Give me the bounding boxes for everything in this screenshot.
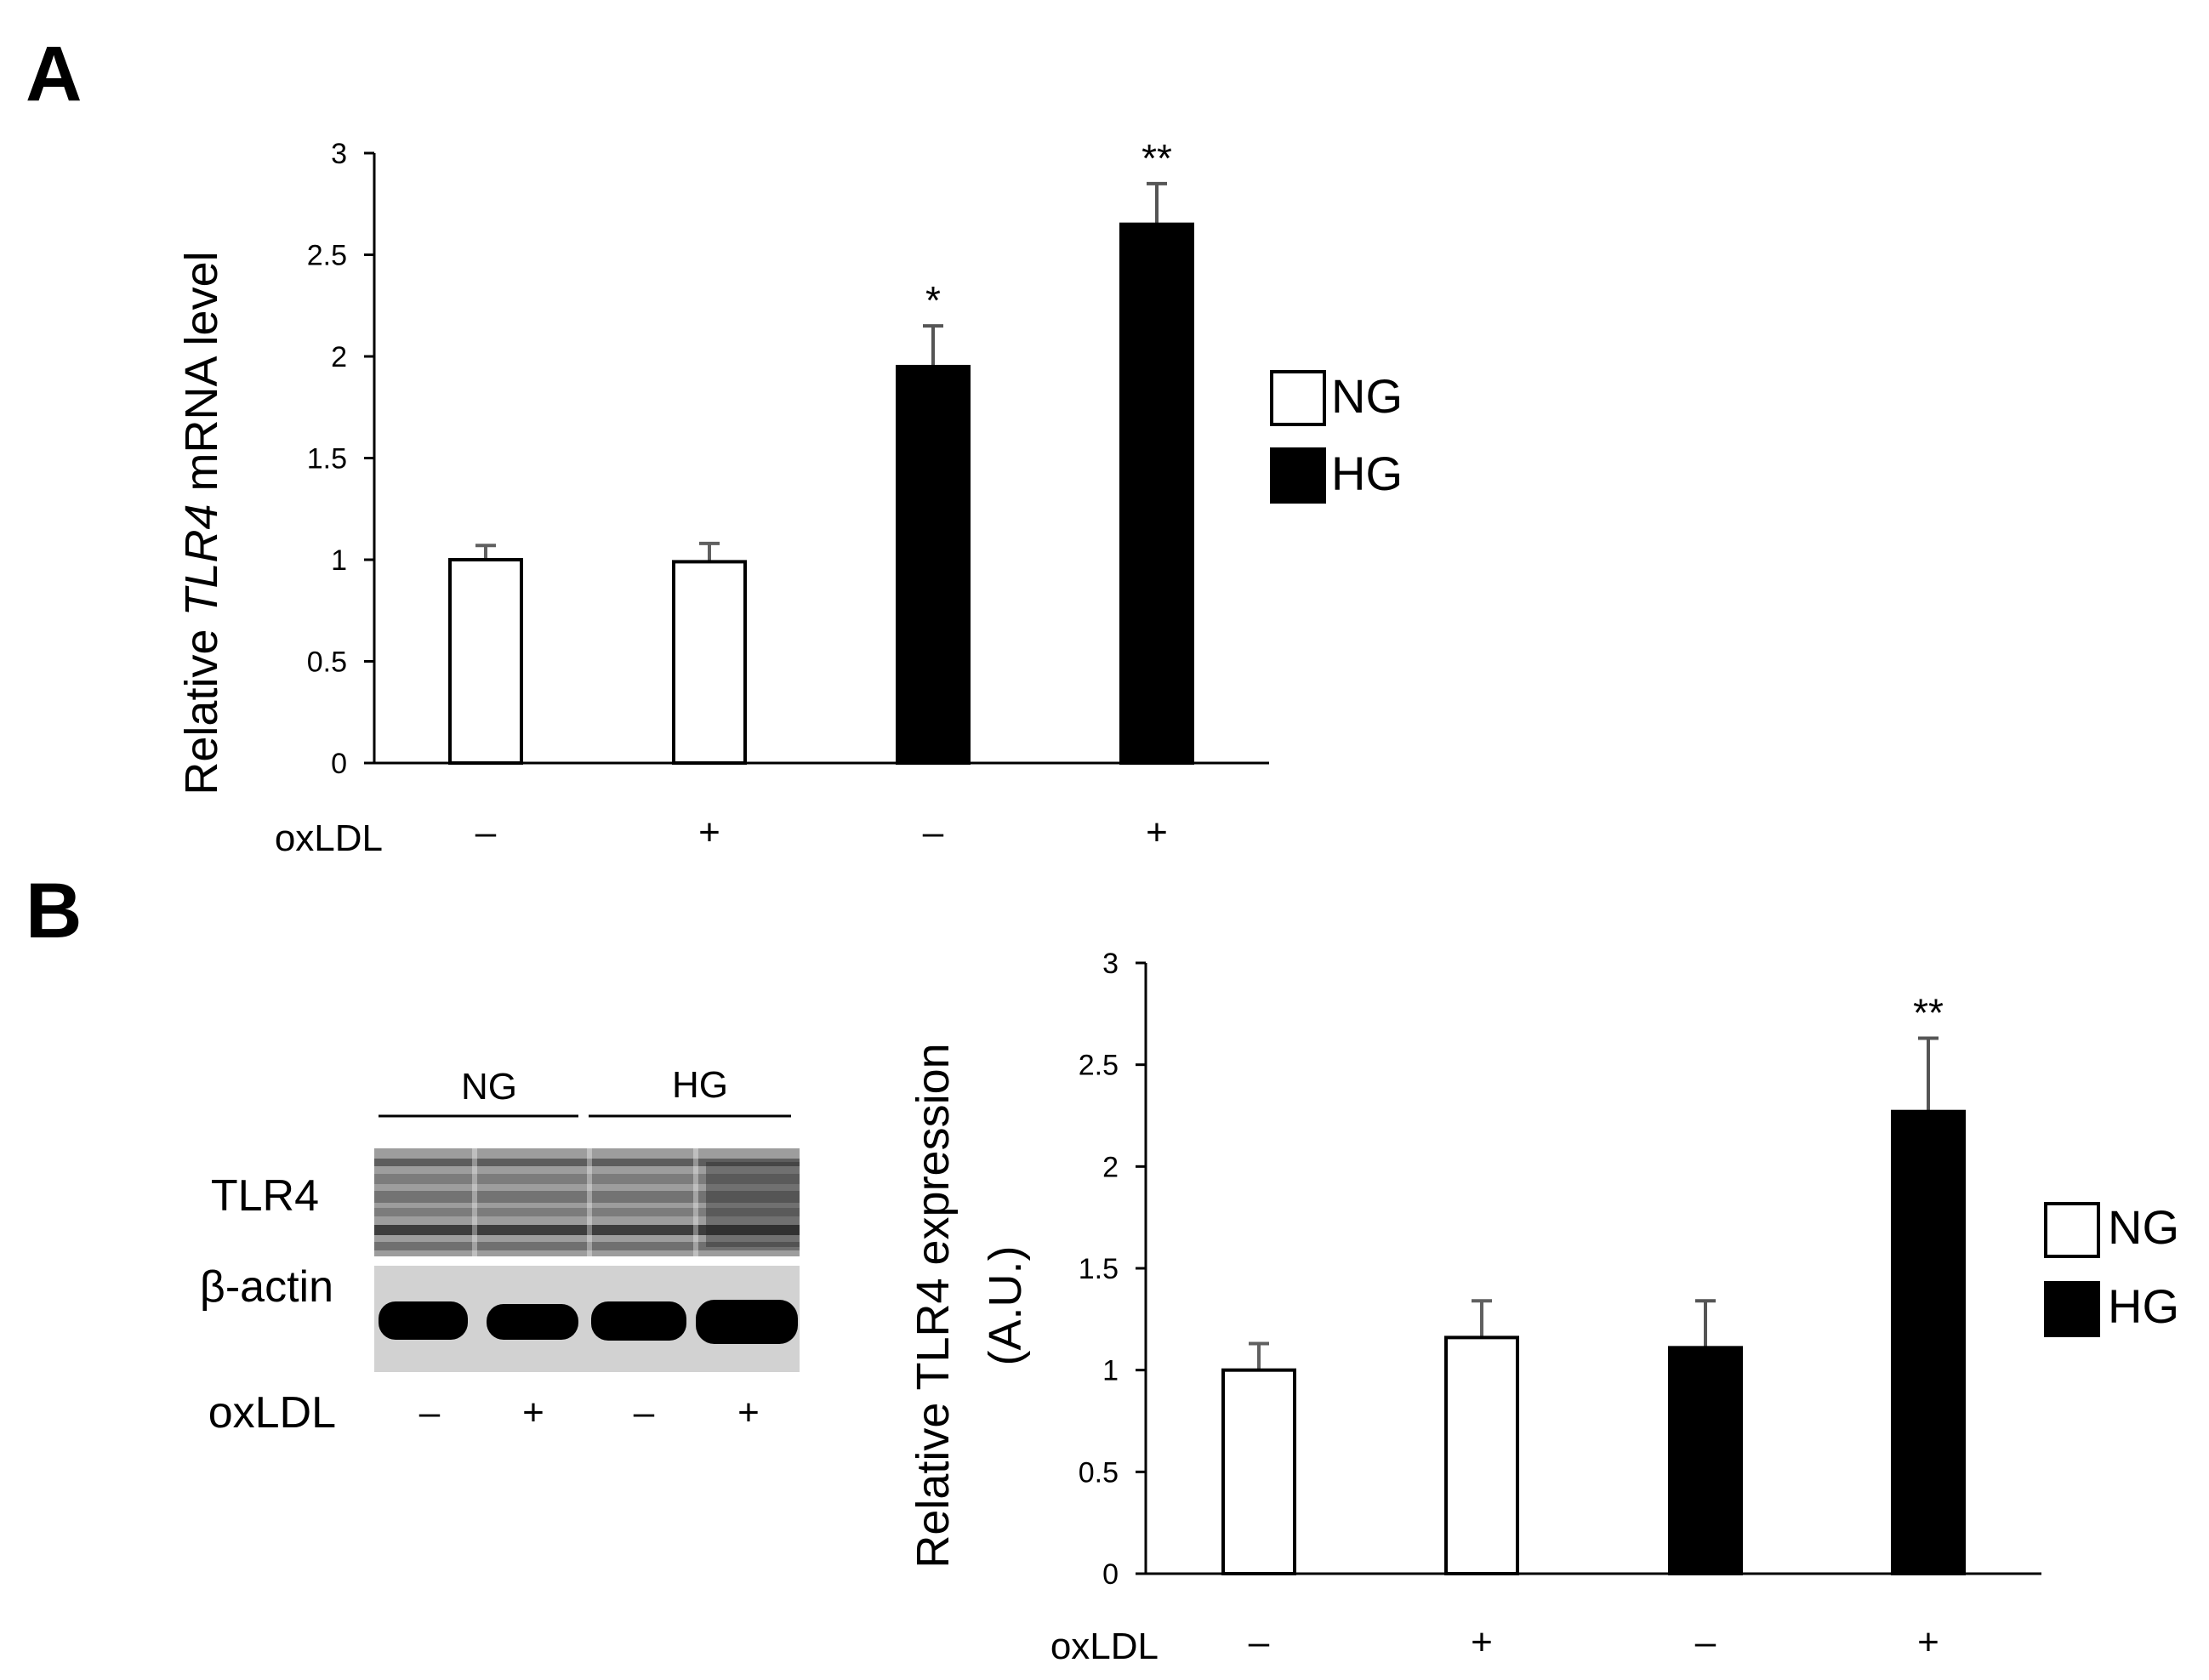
blot-group-ng-label: NG [461,1066,517,1108]
blot-tlr4-image [374,1148,800,1256]
y-tick-label: 0.5 [1079,1456,1119,1489]
blot-oxldl-sign-3: – [634,1392,655,1433]
chart-a-x-label: oxLDL [275,817,383,859]
legend-a-ng-label: NG [1331,369,1403,423]
blot-oxldl-sign-2: + [522,1392,544,1433]
significance-label: ** [1142,136,1172,180]
y-tick-label: 0 [331,748,347,780]
y-tick-label: 1.5 [307,443,347,476]
x-category-label: – [923,812,944,853]
chart-b-x-label: oxLDL [1050,1626,1159,1667]
bar-ng-2 [1444,1335,1519,1575]
y-tick-label: 1 [331,544,347,577]
chart-a-y-label: Relative TLR4 mRNA level [176,251,227,794]
panel-a-letter: A [26,31,82,117]
significance-label: * [925,278,941,322]
legend-a-hg-label: HG [1331,447,1403,500]
y-tick-label: 0 [1102,1558,1119,1591]
y-tick-label: 3 [331,138,347,170]
y-tick-label: 0.5 [307,646,347,679]
chart-b-x-categories: – + – + [1249,1621,1939,1663]
bar-hg-4 [1119,222,1194,765]
bar-ng-1 [448,558,523,765]
chart-a-y-ticks: 0 0.5 1 1.5 2 2.5 3 [307,138,1269,780]
y-tick-label: 1 [1102,1355,1119,1387]
chart-a-legend: NG HG [1270,369,1403,504]
y-tick-label: 2.5 [1079,1050,1119,1082]
y-tick-label: 1.5 [1079,1253,1119,1285]
x-category-label: – [475,812,497,853]
blot-oxldl-sign-4: + [737,1392,760,1433]
bar-ng-1 [1221,1368,1296,1575]
y-tick-label: 2 [331,341,347,373]
bar-hg-4 [1891,1109,1966,1576]
blot-oxldl-sign-1: – [419,1392,441,1433]
blot-row-tlr4-label: TLR4 [211,1171,319,1221]
chart-b-bars: ** [1221,991,1966,1576]
western-blot: NG HG TLR4 β-actin ox [200,1064,800,1438]
chart-a-bars: *** [448,136,1194,766]
x-category-label: + [1146,812,1168,853]
blot-row-actin-label: β-actin [200,1262,333,1312]
legend-b-ng-label: NG [2108,1200,2179,1254]
chart-b-y-label-line1: Relative TLR4 expression [908,1043,959,1568]
x-category-label: + [1471,1621,1493,1663]
y-tick-label: 3 [1102,948,1119,980]
legend-a-hg-swatch [1270,447,1326,504]
legend-b-hg-swatch [2044,1281,2100,1337]
bar-hg-3 [896,364,971,765]
x-category-label: + [698,812,720,853]
legend-b-hg-label: HG [2108,1279,2179,1333]
legend-b-ng-swatch [2044,1202,2100,1258]
y-tick-label: 2.5 [307,240,347,272]
bar-hg-3 [1668,1346,1743,1575]
x-category-label: – [1249,1621,1270,1663]
blot-actin-image [374,1266,800,1372]
chart-b-y-label-line2: (A.U.) [980,1246,1031,1366]
x-category-label: + [1917,1621,1939,1663]
blot-oxldl-label: oxLDL [208,1388,336,1438]
x-category-label: – [1695,1621,1717,1663]
y-tick-label: 2 [1102,1151,1119,1183]
chart-b: 0 0.5 1 1.5 2 2.5 3 ** – + – + oxLDL Relative TLR… [908,948,2041,1667]
significance-label: ** [1913,991,1944,1035]
chart-b-legend: NG HG [2044,1200,2179,1337]
bar-ng-2 [672,560,747,766]
chart-a: 00.511.522.53 *** – + – + oxLDL Relative TL… [176,136,1269,859]
panel-b-letter: B [26,868,82,954]
legend-a-ng-swatch [1270,370,1326,426]
blot-group-hg-label: HG [672,1064,728,1106]
chart-a-x-categories: – + – + [475,812,1168,853]
